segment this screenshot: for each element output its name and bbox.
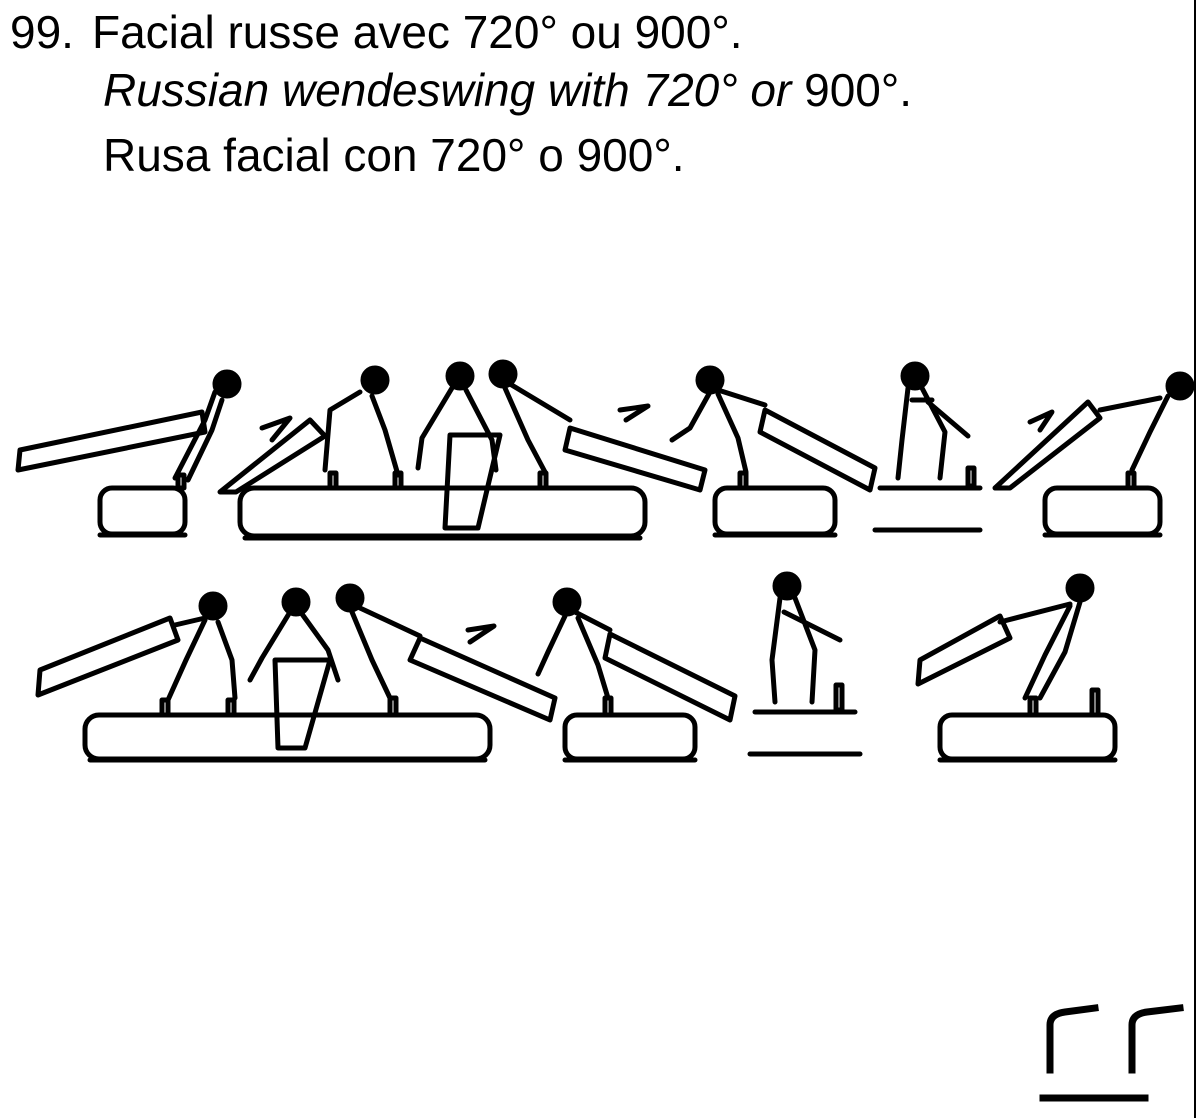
element-number: 99. xyxy=(10,6,74,58)
element-heading: 99. Facial russe avec 720° ou 900°. xyxy=(10,0,743,64)
difficulty-symbol-icon xyxy=(1039,1004,1184,1102)
row1-figures xyxy=(15,359,1194,531)
element-title-es: Rusa facial con 720° o 900°. xyxy=(103,129,685,181)
element-title-en-italic: Russian wendeswing with 720° or xyxy=(103,64,792,116)
element-title-en: Russian wendeswing with 720° or 900°. xyxy=(103,58,912,122)
element-title-fr: Facial russe avec 720° ou 900°. xyxy=(92,6,743,58)
element-title-en-upright: 900°. xyxy=(791,64,913,116)
row1-horses xyxy=(97,470,1163,541)
row2-figures xyxy=(35,571,1095,751)
page-border xyxy=(1194,0,1196,1118)
row2-horses xyxy=(82,682,1118,763)
gymnastics-illustration xyxy=(15,359,1194,763)
